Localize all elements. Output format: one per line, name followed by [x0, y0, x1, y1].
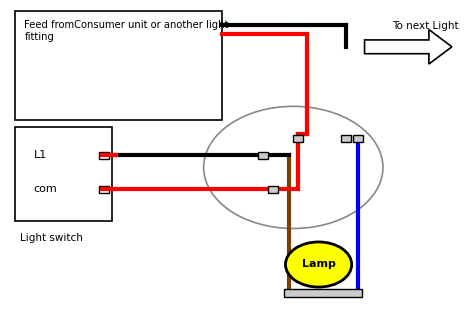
Circle shape — [285, 242, 352, 287]
Text: Lamp: Lamp — [301, 259, 336, 270]
Bar — [284, 289, 362, 297]
Bar — [15, 127, 112, 221]
Polygon shape — [365, 30, 452, 64]
Text: com: com — [34, 184, 57, 194]
Bar — [15, 11, 222, 120]
Bar — [100, 186, 109, 193]
Text: L1: L1 — [34, 150, 47, 161]
Bar — [258, 152, 268, 159]
Bar — [293, 135, 303, 142]
Bar — [353, 135, 363, 142]
Circle shape — [204, 106, 383, 228]
Text: Feed fromConsumer unit or another light
fitting: Feed fromConsumer unit or another light … — [24, 20, 229, 42]
Text: To next Light: To next Light — [392, 21, 459, 32]
Bar — [267, 186, 278, 193]
Bar — [100, 152, 109, 159]
Bar — [341, 135, 351, 142]
Text: Light switch: Light switch — [20, 233, 82, 243]
